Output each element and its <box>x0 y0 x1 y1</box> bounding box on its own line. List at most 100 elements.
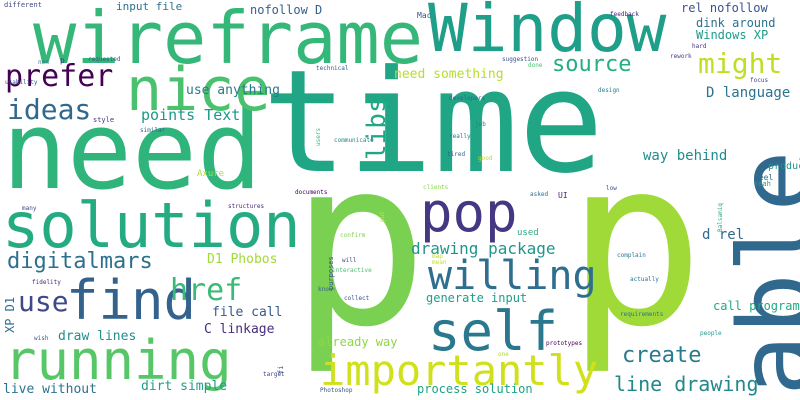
word-input-file: input file <box>116 0 183 13</box>
word-call-program: call program <box>713 299 800 313</box>
word-confirm: confirm <box>340 232 366 239</box>
word-xp-d1: XP D1 <box>3 296 17 333</box>
word-one: one <box>498 351 509 358</box>
word-communicate: communicate <box>334 137 374 144</box>
word-requirements: requirements <box>620 311 664 318</box>
word-design: design <box>598 87 620 94</box>
word-c-linkage: C linkage <box>204 322 275 337</box>
word-find: find <box>66 269 197 332</box>
word-process-solution: process solution <box>417 382 533 396</box>
word-points-text: points Text <box>141 106 241 124</box>
word-balsamiq: Balsamiq <box>717 203 724 232</box>
word-technical: technical <box>316 65 349 72</box>
word-time: time <box>262 40 604 205</box>
word-way-behind: way behind <box>643 148 728 164</box>
word-need: need <box>2 89 263 214</box>
word-draw-lines: draw lines <box>58 329 137 344</box>
word-source: source <box>552 52 632 77</box>
word-ui: UI <box>558 191 568 200</box>
word-rework: rework <box>670 53 692 60</box>
word-target: target <box>263 371 285 378</box>
word-rel-nofollow: rel nofollow <box>681 1 768 15</box>
word-dink-around: dink around <box>696 16 776 30</box>
word-digitalmars: digitalmars <box>7 249 153 274</box>
word-collect: collect <box>344 295 370 302</box>
word-already-way: already way <box>318 335 398 349</box>
word-dirt-simple: dirt simple <box>141 379 228 394</box>
word-d1-phobos: D1 Phobos <box>207 252 278 267</box>
word-create: create <box>622 343 702 368</box>
word-d-language: D language <box>706 85 791 101</box>
word-developers: developers <box>449 95 486 102</box>
word-complain: complain <box>617 252 646 259</box>
word-d-rel: d rel <box>702 227 745 243</box>
word-usability: usability <box>5 79 38 86</box>
word-used: used <box>517 228 539 238</box>
word-actually: actually <box>630 276 659 283</box>
word-users: users <box>315 127 322 146</box>
word-need-something: need something <box>394 67 504 82</box>
word-line-drawing: line drawing <box>614 372 759 396</box>
word-will: will <box>342 257 357 264</box>
word-focus: focus <box>750 77 769 84</box>
word-different: different <box>4 1 42 9</box>
word-axure: Axure <box>197 169 225 179</box>
word-put: put <box>379 211 386 222</box>
word-use-anything: use anything <box>186 83 280 98</box>
word-job: job <box>475 121 486 128</box>
word-p-2: p <box>566 111 705 378</box>
word-requested: requested <box>88 56 121 63</box>
word-feel: feel <box>754 173 774 182</box>
word-nofollow-d: nofollow D <box>250 3 323 17</box>
word-people: people <box>700 330 722 337</box>
word-clients: clients <box>423 184 449 191</box>
word-fi: fi <box>277 365 285 374</box>
word-window: Window <box>428 0 667 67</box>
word-asked: asked <box>530 191 549 198</box>
word-self: self <box>428 300 559 363</box>
word-structures: structures <box>228 203 265 210</box>
word-might: might <box>698 47 783 80</box>
word-wireframe: wireframe <box>33 0 424 80</box>
word-tired: tired <box>447 151 466 158</box>
word-similar: similar <box>140 127 166 134</box>
word-fidelity: fidelity <box>32 279 61 286</box>
word-p-small: p <box>60 56 65 65</box>
word-low: low <box>606 185 617 192</box>
word-prototypes: prototypes <box>546 340 583 347</box>
word-hard: hard <box>692 43 707 50</box>
word-willing: willing <box>428 253 597 299</box>
word-product: product <box>768 161 800 172</box>
word-prefer: prefer <box>5 59 114 94</box>
word-many: many <box>22 205 37 212</box>
word-photoshop: Photoshop <box>320 387 353 394</box>
word-solution: solution <box>2 189 301 262</box>
word-interactive: interactive <box>332 267 372 274</box>
word-suggestion: suggestion <box>502 56 539 63</box>
word-mac: Mac <box>417 11 432 20</box>
word-pop: pop <box>420 181 518 244</box>
word-yeah: Yeah <box>754 180 771 188</box>
word-map: map <box>432 253 443 260</box>
word-ideas: ideas <box>7 93 92 126</box>
word-documents: documents <box>295 189 328 196</box>
word-importantly: importantly <box>320 346 599 395</box>
word-href: href <box>170 273 243 308</box>
word-use-large: use <box>18 285 69 318</box>
word-really: really <box>449 133 471 140</box>
word-p-1: p <box>290 111 429 378</box>
word-know: know <box>318 286 333 293</box>
word-libs: libs <box>362 97 392 160</box>
word-drawing-package: drawing package <box>411 239 556 258</box>
word-wish: wish <box>34 335 49 342</box>
word-running: running <box>4 329 232 392</box>
word-feedback: feedback <box>610 11 639 18</box>
word-windows-xp: Windows XP <box>696 28 769 42</box>
word-generate-input: generate input <box>426 291 528 305</box>
word-mean: mean <box>432 259 447 266</box>
word-non: non <box>38 59 49 66</box>
word-nice: nice <box>126 55 271 125</box>
word-style: style <box>93 116 115 124</box>
word-done: done <box>528 62 543 69</box>
